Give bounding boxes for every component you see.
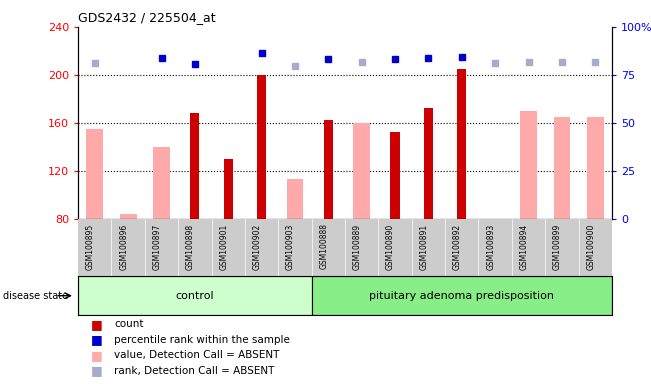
- Text: GSM100902: GSM100902: [253, 223, 262, 270]
- Bar: [78, 276, 312, 315]
- Text: GSM100892: GSM100892: [453, 223, 462, 270]
- Text: GSM100891: GSM100891: [419, 223, 428, 270]
- Bar: [312, 276, 612, 315]
- Bar: [324, 121, 333, 219]
- Text: count: count: [114, 319, 143, 329]
- Text: pituitary adenoma predisposition: pituitary adenoma predisposition: [369, 291, 554, 301]
- Text: GSM100897: GSM100897: [152, 223, 161, 270]
- Text: percentile rank within the sample: percentile rank within the sample: [114, 335, 290, 345]
- Text: disease state: disease state: [3, 291, 68, 301]
- Bar: [87, 129, 103, 219]
- Bar: [391, 132, 400, 219]
- Text: GSM100890: GSM100890: [386, 223, 395, 270]
- Bar: [224, 159, 233, 219]
- Text: ■: ■: [91, 349, 103, 362]
- Text: value, Detection Call = ABSENT: value, Detection Call = ABSENT: [114, 350, 279, 360]
- Text: GSM100899: GSM100899: [553, 223, 562, 270]
- Bar: [190, 113, 199, 219]
- Text: GSM100894: GSM100894: [519, 223, 529, 270]
- Bar: [587, 117, 603, 219]
- Text: GSM100901: GSM100901: [219, 223, 229, 270]
- Text: GSM100889: GSM100889: [353, 223, 362, 270]
- Bar: [457, 69, 466, 219]
- Bar: [520, 111, 537, 219]
- Text: GSM100895: GSM100895: [86, 223, 95, 270]
- Bar: [286, 179, 303, 219]
- Bar: [120, 214, 137, 219]
- Text: GDS2432 / 225504_at: GDS2432 / 225504_at: [78, 11, 215, 24]
- Text: GSM100903: GSM100903: [286, 223, 295, 270]
- Bar: [353, 123, 370, 219]
- Bar: [153, 147, 170, 219]
- Text: rank, Detection Call = ABSENT: rank, Detection Call = ABSENT: [114, 366, 274, 376]
- Text: ■: ■: [91, 364, 103, 377]
- Text: GSM100896: GSM100896: [119, 223, 128, 270]
- Text: ■: ■: [91, 333, 103, 346]
- Text: GSM100900: GSM100900: [587, 223, 595, 270]
- Text: control: control: [176, 291, 214, 301]
- Bar: [424, 108, 433, 219]
- Bar: [257, 75, 266, 219]
- Text: ■: ■: [91, 318, 103, 331]
- Bar: [553, 117, 570, 219]
- Text: GSM100888: GSM100888: [320, 223, 328, 270]
- Text: GSM100898: GSM100898: [186, 223, 195, 270]
- Text: GSM100893: GSM100893: [486, 223, 495, 270]
